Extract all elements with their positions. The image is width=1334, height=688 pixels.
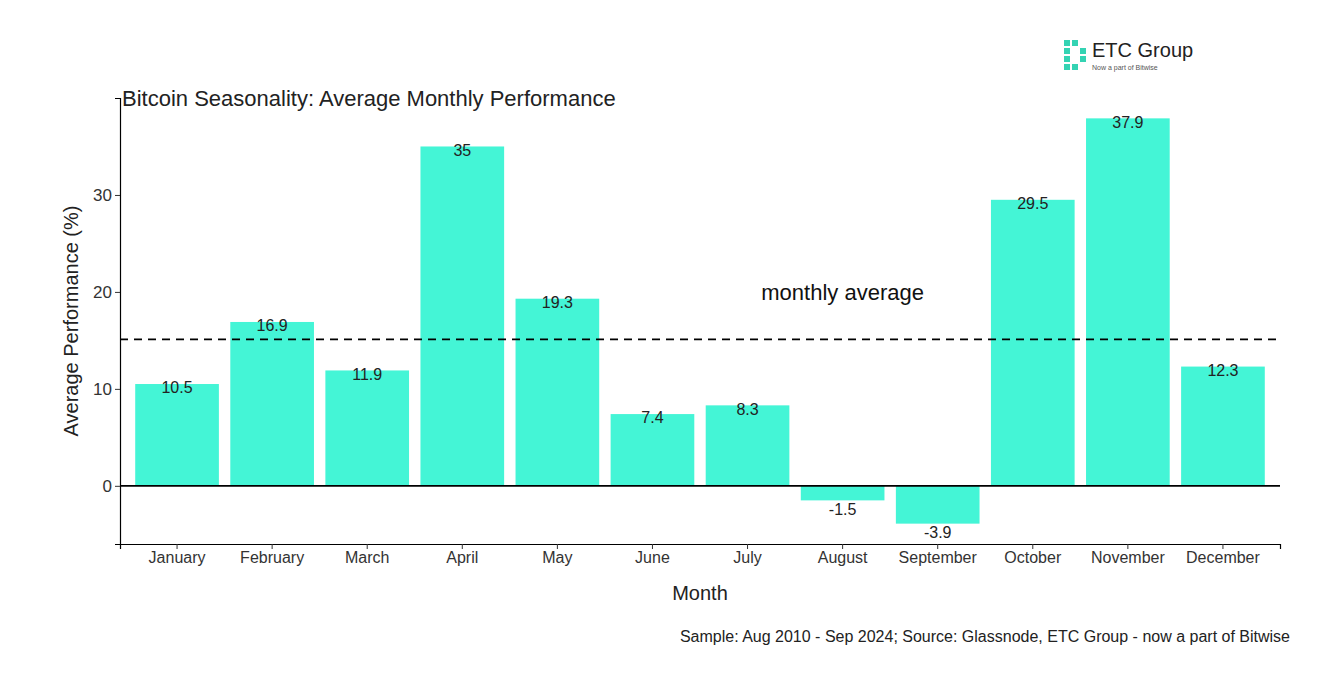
caption: Sample: Aug 2010 - Sep 2024; Source: Gla… (680, 628, 1290, 645)
bar (135, 384, 219, 486)
logo-subtitle: Now a part of Bitwise (1092, 64, 1158, 72)
x-tick: March (345, 544, 389, 566)
x-tick-mark (462, 544, 463, 549)
logo-icon (1064, 48, 1070, 54)
x-tick-mark (1222, 544, 1223, 549)
y-axis: 0 10 20 30 (93, 99, 120, 545)
data-label: 11.9 (352, 366, 382, 383)
x-tick-mark (842, 544, 843, 549)
logo-icon (1064, 40, 1070, 46)
x-tick: August (818, 544, 868, 566)
chart: Bitcoin Seasonality: Average Monthly Per… (0, 0, 1334, 688)
x-tick-label: November (1091, 549, 1165, 566)
x-tick: November (1091, 544, 1165, 566)
x-tick: April (446, 544, 478, 566)
x-tick-mark (1032, 544, 1033, 549)
x-tick-label: February (240, 549, 304, 566)
y-tick-label: 30 (93, 186, 112, 205)
x-axis: January February March April May June July Augu… (121, 544, 1281, 566)
x-tick: January (149, 544, 206, 566)
bar (230, 322, 314, 486)
labels: 10.5 16.9 11.9 35 19.3 7.4 8.3 -1.5 -3.9 29.5 37.9… (161, 114, 1238, 541)
x-tick-label: July (733, 549, 761, 566)
y-tick-label: 0 (103, 477, 112, 496)
reference-line (120, 485, 1280, 487)
x-tick: July (733, 544, 761, 566)
x-axis-title: Month (672, 582, 728, 604)
x-tick-label: March (345, 549, 389, 566)
x-tick-mark (177, 544, 178, 549)
x-tick-mark (557, 544, 558, 549)
x-tick: September (899, 544, 978, 566)
y-tick-label: 10 (93, 380, 112, 399)
data-label: 29.5 (1017, 195, 1048, 212)
annotation: monthly average (761, 280, 924, 305)
x-tick-label: October (1004, 549, 1062, 566)
bar (1086, 118, 1170, 485)
y-tick-mark (115, 486, 120, 487)
x-tick-mark (272, 544, 273, 549)
logo-icon (1064, 64, 1070, 70)
x-tick: December (1186, 544, 1260, 566)
y-tick: 0 (103, 477, 120, 496)
x-tick-mark (367, 544, 368, 549)
x-tick: October (1004, 544, 1062, 566)
data-label: 19.3 (542, 294, 573, 311)
data-label: -3.9 (924, 524, 952, 541)
bar (516, 299, 600, 486)
x-tick-label: January (149, 549, 206, 566)
x-axis-line (121, 545, 1281, 550)
x-tick-label: August (818, 549, 868, 566)
x-tick: February (240, 544, 304, 566)
bar (1181, 367, 1265, 486)
x-tick-label: September (899, 549, 978, 566)
data-label: 8.3 (736, 401, 758, 418)
y-axis-title: Average Performance (%) (60, 206, 82, 437)
data-label: 10.5 (161, 379, 192, 396)
bar (325, 370, 409, 485)
bar (420, 146, 504, 485)
x-tick-label: May (542, 549, 572, 566)
bar (991, 200, 1075, 486)
logo-icon (1080, 48, 1086, 54)
logo-text: ETC Group (1092, 39, 1193, 61)
x-tick-mark (747, 544, 748, 549)
x-tick-mark (652, 544, 653, 549)
data-label: 37.9 (1112, 114, 1143, 131)
data-label: 35 (453, 142, 471, 159)
y-tick: 30 (93, 186, 120, 205)
x-tick-mark (937, 544, 938, 549)
y-tick-label: 20 (93, 283, 112, 302)
x-tick-label: December (1186, 549, 1260, 566)
background (0, 0, 1334, 688)
y-tick-mark (115, 195, 120, 196)
logo-icon (1064, 56, 1070, 62)
y-axis-line (115, 99, 121, 545)
bar (801, 486, 885, 501)
plot-area (120, 118, 1280, 523)
y-tick-mark (115, 389, 120, 390)
x-tick: May (542, 544, 572, 566)
logo-icon (1072, 40, 1078, 46)
y-tick: 20 (93, 283, 120, 302)
title: Bitcoin Seasonality: Average Monthly Per… (122, 86, 616, 111)
data-label: 12.3 (1207, 362, 1238, 379)
logo-icon (1080, 56, 1086, 62)
data-label: -1.5 (829, 501, 857, 518)
logo-icon (1072, 64, 1078, 70)
reference-line (120, 339, 1280, 341)
x-tick-label: April (446, 549, 478, 566)
x-tick-label: June (635, 549, 670, 566)
bar (896, 486, 980, 524)
x-tick-mark (1127, 544, 1128, 549)
y-tick: 10 (93, 380, 120, 399)
data-label: 16.9 (257, 317, 288, 334)
logo: ETC Group Now a part of Bitwise (1064, 39, 1193, 72)
x-tick: June (635, 544, 670, 566)
y-tick-mark (115, 292, 120, 293)
data-label: 7.4 (641, 409, 663, 426)
